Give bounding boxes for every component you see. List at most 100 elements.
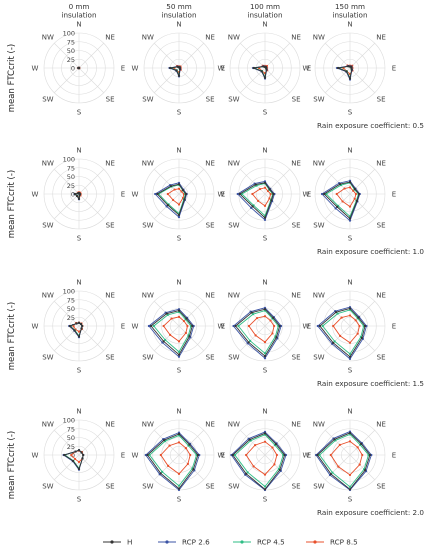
grid-spoke: [54, 301, 80, 327]
grid-spoke: [178, 67, 204, 93]
direction-label-SW: SW: [313, 96, 324, 104]
radar-panel-r0-c3: N NE E SE S SW W NW: [303, 21, 397, 117]
series-point: [80, 327, 83, 330]
direction-label-N: N: [262, 147, 267, 155]
series-point: [77, 192, 80, 195]
direction-label-E: E: [121, 191, 125, 199]
series-point: [171, 198, 175, 202]
radial-tick-label: 100: [63, 417, 75, 425]
grid-spoke: [54, 169, 80, 195]
series-point: [182, 319, 186, 323]
series-point: [358, 463, 361, 466]
series-point: [254, 444, 257, 447]
direction-label-NE: NE: [105, 33, 115, 41]
series-point: [189, 453, 192, 457]
direction-label-S: S: [177, 367, 182, 375]
series-point: [252, 66, 255, 70]
direction-label-W: W: [32, 323, 39, 331]
column-header-line: 100 mm: [250, 2, 280, 11]
direction-label-NE: NE: [376, 420, 386, 428]
grid-spoke: [349, 67, 375, 93]
series-point: [184, 331, 188, 335]
series-point: [320, 192, 324, 196]
grid-spoke: [325, 169, 351, 195]
direction-label-SE: SE: [377, 354, 386, 362]
direction-label-E: E: [392, 323, 396, 331]
series-point: [278, 468, 281, 471]
direction-label-NE: NE: [205, 33, 215, 41]
series-point: [169, 184, 173, 188]
series-point: [348, 440, 352, 443]
grid-spoke: [178, 325, 204, 351]
legend-label-0: H: [127, 538, 132, 547]
series-point: [356, 332, 359, 335]
direction-label-S: S: [77, 235, 82, 243]
series-point: [231, 453, 234, 457]
series-point: [177, 353, 181, 356]
direction-label-W: W: [303, 452, 310, 460]
series-point: [258, 187, 262, 191]
series-point: [177, 213, 181, 217]
grid-spoke: [78, 43, 104, 69]
row-label-3: Rain exposure coefficient: 2.0: [317, 508, 424, 517]
direction-label-N: N: [347, 147, 352, 155]
direction-label-NW: NW: [313, 291, 325, 299]
legend-label-2: RCP 4.5: [257, 538, 285, 547]
series-point: [68, 324, 71, 328]
column-header-line: 0 mm: [69, 2, 90, 11]
series-point: [271, 332, 274, 335]
column-header-1: 50 mm insulation: [161, 2, 196, 20]
series-point: [263, 76, 267, 79]
direction-label-NW: NW: [313, 420, 325, 428]
series-point: [161, 470, 164, 473]
series-point: [254, 183, 257, 186]
row-ylabel-0: mean FTCcrit (-): [7, 44, 17, 112]
series-point: [348, 219, 352, 222]
direction-label-NE: NE: [205, 420, 215, 428]
direction-label-NW: NW: [313, 33, 325, 41]
direction-label-NW: NW: [142, 420, 154, 428]
series-point: [188, 335, 191, 338]
series-point: [348, 77, 352, 80]
series-point: [263, 216, 267, 219]
series-point: [167, 464, 170, 467]
series-point: [156, 192, 159, 196]
direction-label-NE: NE: [291, 291, 301, 299]
series-point: [177, 74, 181, 77]
series-point: [73, 329, 76, 332]
radial-tick-label: 25: [67, 182, 75, 190]
series-point: [177, 350, 181, 353]
radial-tick-label: 0: [71, 191, 75, 199]
radial-tick-label: 75: [67, 38, 75, 46]
series-point: [188, 443, 191, 446]
series-point: [79, 322, 83, 326]
direction-label-W: W: [132, 191, 139, 199]
direction-label-N: N: [347, 279, 352, 287]
series-point: [164, 338, 167, 341]
legend-marker-0: [110, 540, 114, 544]
series-point: [148, 453, 151, 457]
direction-label-S: S: [348, 235, 353, 243]
series-point: [249, 339, 252, 342]
direction-label-N: N: [76, 21, 81, 29]
series-point: [263, 315, 267, 318]
direction-label-SW: SW: [313, 354, 324, 362]
direction-label-W: W: [132, 65, 139, 73]
series-point: [82, 453, 85, 457]
series-point: [81, 457, 84, 460]
series-point: [73, 457, 77, 461]
direction-label-N: N: [262, 279, 267, 287]
series-point: [263, 440, 267, 443]
grid-spoke: [240, 325, 266, 351]
series-point: [329, 453, 332, 457]
series-point: [81, 324, 84, 328]
series-point: [269, 319, 272, 322]
direction-label-NW: NW: [42, 291, 54, 299]
series-point: [178, 67, 182, 71]
legend-marker-3: [313, 540, 317, 544]
direction-label-SW: SW: [228, 96, 239, 104]
series-point: [274, 443, 277, 446]
direction-label-SW: SW: [42, 483, 53, 491]
series-point: [71, 459, 75, 463]
